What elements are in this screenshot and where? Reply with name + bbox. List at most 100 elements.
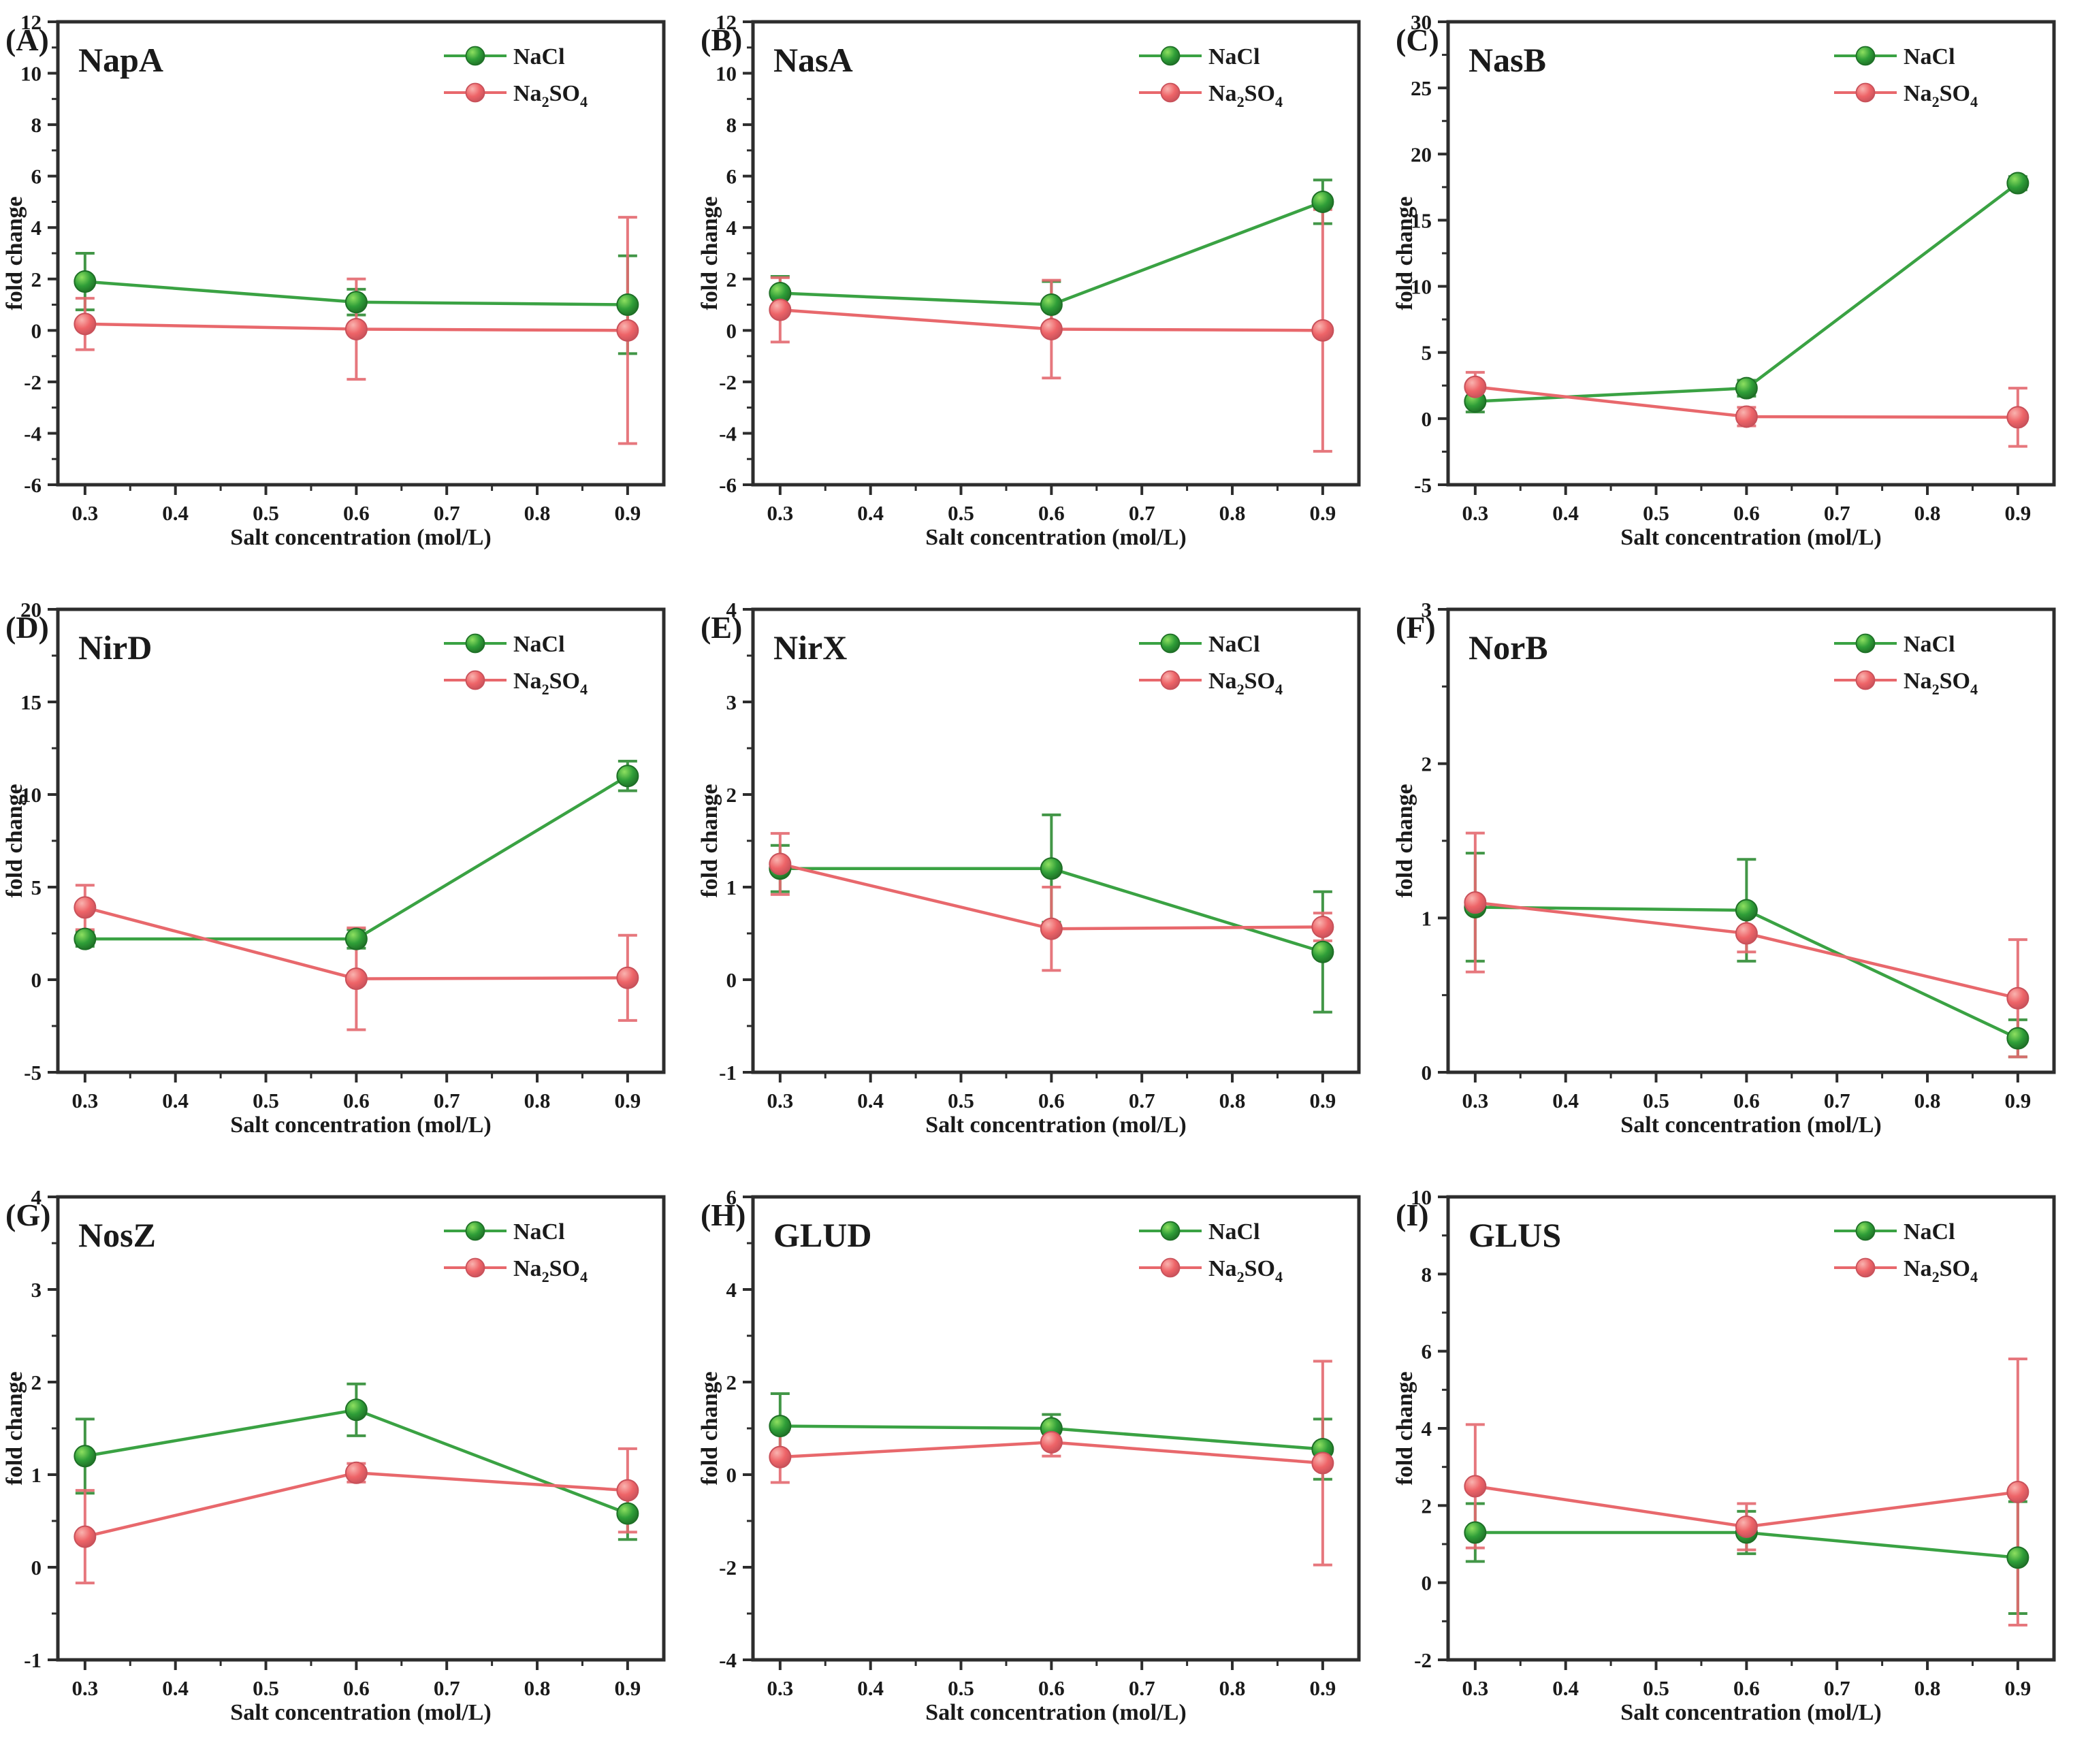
x-tick-label: 0.3 [1462,1089,1488,1112]
chart-NapA: 0.3 0.4 0.5 0.6 0.7 0.8 0.9 -6 -4 -2 0 2 4 6 8 10 12(A) N… [2,10,666,550]
y-tick-label: 4 [1422,1417,1432,1441]
x-tick-label: 0.4 [857,1676,884,1700]
y-tick-label: 10 [716,62,737,86]
y-tick-label: 3 [31,1278,42,1302]
y-tick-label: 4 [726,1278,737,1302]
y-tick-label: -2 [719,370,737,394]
legend-item-NaCl: NaCl [1834,44,1955,69]
y-tick-label: 2 [726,1370,737,1394]
y-tick-label: 10 [1411,1185,1432,1209]
plot-border [56,607,666,1074]
x-tick-label: 0.5 [1643,1089,1669,1112]
marker-NaCl [2006,1027,2029,1050]
y-tick-label: 15 [1411,208,1432,232]
legend-label: NaCl [1208,44,1260,69]
x-tick-label: 0.8 [524,1089,551,1112]
legend-label: NaCl [1208,1219,1260,1245]
x-tick-label: 0.8 [1914,1089,1941,1112]
y-axis-label: fold change [697,196,722,310]
marker-NaCl [1735,899,1758,922]
marker-Na2SO4 [1735,1516,1758,1538]
y-tick-label: 0 [1422,1061,1432,1085]
chart-NorB: 0.3 0.4 0.5 0.6 0.7 0.8 0.9 0 1 2 3(F) NorB NaCl Na2S… [1392,598,2056,1138]
y-tick-label: 4 [726,216,737,240]
x-axis-label: Salt concentration (mol/L) [925,1700,1186,1725]
marker-Na2SO4 [74,312,97,336]
marker-NaCl [1464,1521,1487,1544]
x-tick-label: 0.8 [1219,1676,1246,1700]
chart-NirD: 0.3 0.4 0.5 0.6 0.7 0.8 0.9 -5 0 5 10 15 20(D) NirD Na… [2,598,666,1138]
marker-Na2SO4 [769,298,792,321]
y-tick-label: -6 [24,473,42,497]
x-tick-label: 0.9 [2004,501,2031,525]
legend-label: Na2SO4 [513,669,588,698]
x-tick-label: 0.7 [1824,1089,1850,1112]
panel-GLUS: 0.3 0.4 0.5 0.6 0.7 0.8 0.9 -2 0 2 4 6 8 10 (I) GLUS NaC… [1390,1175,2085,1763]
marker-NaCl [769,1415,792,1438]
y-axis-label: fold change [2,784,27,897]
panel-NirD: 0.3 0.4 0.5 0.6 0.7 0.8 0.9 -5 0 5 10 15 20 (D) NirD Na… [0,588,695,1175]
x-tick-label: 0.6 [1038,1676,1065,1700]
x-tick-label: 0.9 [614,501,641,525]
marker-NaCl [2006,1546,2029,1569]
marker-Na2SO4 [1311,319,1334,342]
y-tick-label: -2 [719,1556,737,1579]
y-tick-label: 12 [20,10,42,34]
legend-item-NaCl: NaCl [444,44,565,69]
panel-NirX: 0.3 0.4 0.5 0.6 0.7 0.8 0.9 -1 0 1 2 3 4 (E) NirX NaCl N… [695,588,1390,1175]
legend-item-NaCl: NaCl [1834,1219,1955,1245]
y-tick-label: 8 [31,113,42,137]
legend-item-NaCl: NaCl [1139,44,1260,69]
x-axis-label: Salt concentration (mol/L) [230,525,491,550]
panel-GLUD: 0.3 0.4 0.5 0.6 0.7 0.8 0.9 -4 -2 0 2 4 6 (H) GLUD NaCl… [695,1175,1390,1763]
panel-NapA: 0.3 0.4 0.5 0.6 0.7 0.8 0.9 -6 -4 -2 0 2 4 6 8 10 12 (A) N… [0,0,695,588]
y-tick-label: 15 [20,690,42,714]
y-tick-label: 6 [726,1185,737,1209]
y-tick-label: 4 [31,1185,42,1209]
legend-item-Na2SO4: Na2SO4 [1139,1256,1283,1285]
marker-Na2SO4 [1464,1475,1487,1498]
y-tick-label: 0 [1422,1571,1432,1595]
x-tick-label: 0.3 [767,501,793,525]
marker-Na2SO4 [2006,1481,2029,1503]
gene-title: NorB [1469,628,1548,667]
y-tick-label: 10 [20,783,42,807]
x-tick-label: 0.3 [71,501,98,525]
y-tick-label: 2 [31,1370,42,1394]
x-tick-label: 0.4 [1552,501,1579,525]
panel-label: (H) [701,1198,745,1232]
marker-NaCl [344,927,368,950]
marker-NaCl [616,765,639,788]
x-tick-label: 0.9 [2004,1089,2031,1112]
y-tick-label: 8 [1422,1262,1432,1286]
legend-label: NaCl [1904,44,1955,69]
marker-NaCl [2006,172,2029,195]
legend-label: NaCl [513,1219,565,1245]
marker-Na2SO4 [74,896,97,919]
gene-title: GLUS [1469,1216,1561,1254]
marker-Na2SO4 [2006,987,2029,1010]
marker-Na2SO4 [1735,405,1758,428]
legend-label: NaCl [1904,1219,1955,1245]
legend-item-Na2SO4: Na2SO4 [1834,81,1978,110]
x-tick-label: 0.7 [1824,1676,1850,1700]
x-axis-label: Salt concentration (mol/L) [230,1700,491,1725]
y-tick-label: 0 [726,1463,737,1487]
plot-border [1446,1195,2056,1662]
legend-label: NaCl [1208,632,1260,657]
legend-item-Na2SO4: Na2SO4 [1834,669,1978,698]
x-tick-label: 0.9 [1309,1089,1336,1112]
marker-NaCl [1735,376,1758,400]
x-tick-label: 0.5 [253,501,279,525]
y-tick-label: 6 [31,165,42,189]
legend-label: Na2SO4 [1904,81,1978,110]
y-tick-label: 2 [726,783,737,807]
gene-title: NasB [1469,41,1546,79]
x-tick-label: 0.6 [1733,1089,1760,1112]
marker-NaCl [616,293,639,317]
x-tick-label: 0.9 [1309,501,1336,525]
x-tick-label: 0.5 [253,1089,279,1112]
x-tick-label: 0.6 [1038,501,1065,525]
marker-NaCl [1311,190,1334,213]
y-tick-label: -4 [24,421,42,445]
